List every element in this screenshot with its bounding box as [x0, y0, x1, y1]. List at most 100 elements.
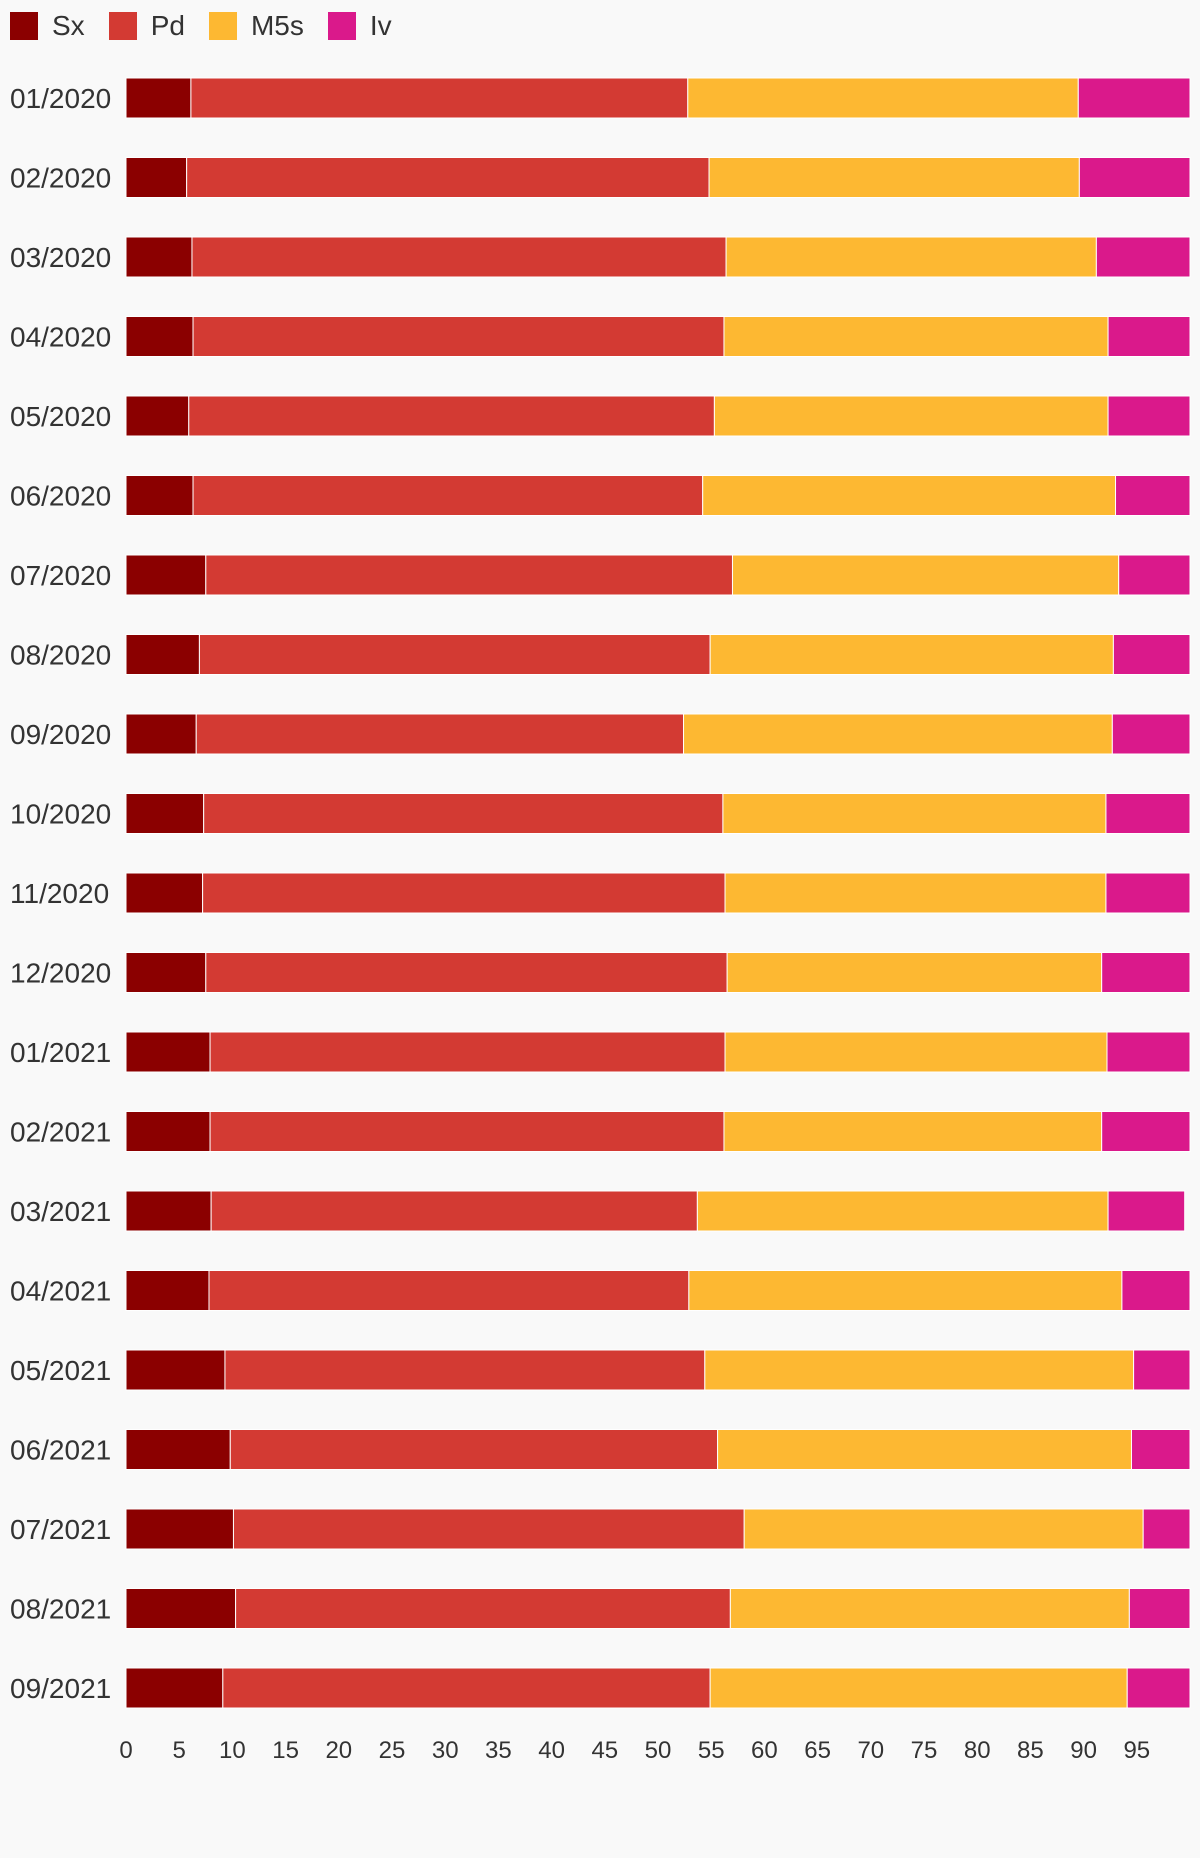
bar-segment-pd[interactable] — [224, 1349, 706, 1391]
bar-row: 09/2020 — [10, 713, 1191, 755]
x-tick-label: 75 — [911, 1737, 938, 1764]
bar-segment-m5s[interactable] — [713, 395, 1109, 437]
bar-segment-sx[interactable] — [125, 952, 207, 993]
bar-segment-m5s[interactable] — [724, 1031, 1108, 1073]
x-tick-label: 55 — [698, 1737, 725, 1764]
bar-segment-pd[interactable] — [232, 1508, 745, 1550]
bar-segment-m5s[interactable] — [709, 1667, 1128, 1709]
bar-segment-sx[interactable] — [125, 1111, 211, 1152]
bar-segment-m5s[interactable] — [708, 157, 1080, 198]
bar-segment-m5s[interactable] — [722, 793, 1107, 834]
bar-segment-pd[interactable] — [205, 952, 728, 993]
bar-segment-sx[interactable] — [125, 77, 192, 119]
bar-segment-m5s[interactable] — [743, 1508, 1144, 1550]
bar-row: 05/2020 — [10, 395, 1191, 437]
bar-segment-sx[interactable] — [125, 872, 204, 914]
bar-row: 01/2020 — [10, 77, 1191, 119]
bar-segment-iv[interactable] — [1077, 77, 1191, 119]
bar-segment-sx[interactable] — [125, 475, 194, 516]
bar-segment-iv[interactable] — [1106, 1031, 1191, 1073]
bar-segment-sx[interactable] — [125, 157, 188, 198]
y-tick-label: 03/2021 — [10, 1196, 111, 1227]
bar-segment-iv[interactable] — [1101, 1111, 1191, 1152]
bar-segment-m5s[interactable] — [704, 1349, 1135, 1391]
bar-segment-pd[interactable] — [222, 1667, 711, 1709]
bar-row: 08/2021 — [10, 1588, 1191, 1629]
bar-segment-pd[interactable] — [188, 395, 715, 437]
bar-segment-sx[interactable] — [125, 1429, 231, 1470]
legend-item-iv[interactable]: Iv — [327, 10, 392, 42]
bar-segment-sx[interactable] — [125, 634, 200, 675]
bar-segment-m5s[interactable] — [726, 952, 1103, 993]
bar-segment-iv[interactable] — [1107, 316, 1191, 357]
bar-segment-iv[interactable] — [1107, 395, 1191, 437]
bar-segment-sx[interactable] — [125, 1031, 211, 1073]
bar-segment-m5s[interactable] — [717, 1429, 1132, 1470]
bar-segment-iv[interactable] — [1101, 952, 1191, 993]
bar-segment-iv[interactable] — [1121, 1270, 1191, 1311]
bar-segment-sx[interactable] — [125, 1667, 224, 1709]
bar-segment-pd[interactable] — [191, 236, 727, 278]
legend-item-sx[interactable]: Sx — [10, 10, 85, 42]
bar-segment-iv[interactable] — [1142, 1508, 1191, 1550]
bar-segment-m5s[interactable] — [724, 872, 1107, 914]
bar-segment-iv[interactable] — [1128, 1588, 1191, 1629]
legend-item-pd[interactable]: Pd — [108, 10, 185, 42]
bar-segment-m5s[interactable] — [702, 475, 1117, 516]
bar-segment-sx[interactable] — [125, 1508, 234, 1550]
bar-segment-sx[interactable] — [125, 236, 193, 278]
y-tick-label: 05/2020 — [10, 401, 111, 432]
bar-segment-iv[interactable] — [1078, 157, 1191, 198]
bar-segment-pd[interactable] — [209, 1111, 725, 1152]
bar-segment-pd[interactable] — [235, 1588, 731, 1629]
bar-segment-pd[interactable] — [190, 77, 689, 119]
bar-segment-iv[interactable] — [1126, 1667, 1191, 1709]
bar-segment-iv[interactable] — [1133, 1349, 1191, 1391]
bar-segment-sx[interactable] — [125, 395, 190, 437]
bar-segment-sx[interactable] — [125, 316, 194, 357]
bar-segment-iv[interactable] — [1111, 713, 1191, 755]
bar-segment-iv[interactable] — [1130, 1429, 1191, 1470]
bar-segment-pd[interactable] — [209, 1031, 726, 1073]
bar-segment-pd[interactable] — [229, 1429, 719, 1470]
bar-segment-pd[interactable] — [210, 1190, 698, 1232]
x-tick-label: 70 — [857, 1737, 884, 1764]
bar-segment-iv[interactable] — [1118, 554, 1191, 596]
bar-segment-m5s[interactable] — [725, 236, 1097, 278]
bar-segment-pd[interactable] — [198, 634, 711, 675]
bar-segment-sx[interactable] — [125, 1270, 210, 1311]
bar-segment-iv[interactable] — [1095, 236, 1191, 278]
bar-segment-m5s[interactable] — [723, 1111, 1103, 1152]
bar-segment-pd[interactable] — [195, 713, 685, 755]
bar-segment-sx[interactable] — [125, 554, 207, 596]
bar-segment-m5s[interactable] — [709, 634, 1114, 675]
bar-segment-sx[interactable] — [125, 793, 205, 834]
bar-segment-iv[interactable] — [1105, 793, 1191, 834]
legend-item-m5s[interactable]: M5s — [208, 10, 304, 42]
bar-segment-sx[interactable] — [125, 1190, 212, 1232]
bar-segment-pd[interactable] — [192, 475, 704, 516]
bar-segment-iv[interactable] — [1115, 475, 1191, 516]
bar-segment-sx[interactable] — [125, 1588, 237, 1629]
bar-segment-pd[interactable] — [205, 554, 733, 596]
bar-segment-m5s[interactable] — [688, 1270, 1123, 1311]
bar-segment-m5s[interactable] — [729, 1588, 1130, 1629]
x-tick-label: 65 — [804, 1737, 831, 1764]
bar-segment-m5s[interactable] — [723, 316, 1109, 357]
bar-segment-m5s[interactable] — [687, 77, 1079, 119]
bar-segment-pd[interactable] — [202, 872, 726, 914]
bar-segment-pd[interactable] — [186, 157, 710, 198]
bar-row: 02/2021 — [10, 1111, 1191, 1152]
bar-segment-sx[interactable] — [125, 1349, 226, 1391]
bar-segment-iv[interactable] — [1112, 634, 1191, 675]
bar-segment-m5s[interactable] — [731, 554, 1120, 596]
bar-segment-pd[interactable] — [192, 316, 725, 357]
bar-segment-m5s[interactable] — [696, 1190, 1109, 1232]
y-tick-label: 09/2020 — [10, 719, 111, 750]
bar-segment-iv[interactable] — [1107, 1190, 1186, 1232]
bar-segment-pd[interactable] — [203, 793, 724, 834]
bar-segment-iv[interactable] — [1105, 872, 1191, 914]
bar-segment-sx[interactable] — [125, 713, 197, 755]
bar-segment-pd[interactable] — [208, 1270, 690, 1311]
bar-segment-m5s[interactable] — [683, 713, 1113, 755]
